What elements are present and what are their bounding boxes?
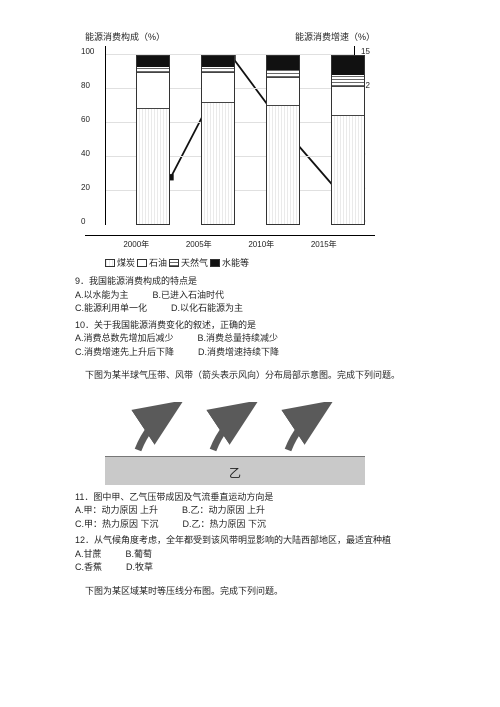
q9-opt-b: B.已进入石油时代 — [153, 289, 225, 303]
q10-opts-2: C.消费增速先上升后下降 D.消费增速持续下降 — [75, 346, 425, 360]
q11-opt-d: D.乙：热力原因 下沉 — [183, 518, 267, 532]
q9-stem: 9．我国能源消费构成的特点是 — [75, 275, 425, 289]
bar-outline — [266, 55, 300, 225]
q9-opts-2: C.能源利用单一化 D.以化石能源为主 — [75, 302, 425, 316]
q9-opt-c: C.能源利用单一化 — [75, 302, 147, 316]
q12-opt-a: A.甘蔗 — [75, 548, 102, 562]
x-axis-labels: 2000年 2005年 2010年 2015年 — [105, 239, 355, 250]
q10-opt-d: D.消费增速持续下降 — [198, 346, 279, 360]
q12-opts-2: C.香蕉 D.牧草 — [75, 561, 425, 575]
q11-opt-b: B.乙：动力原因 上升 — [182, 504, 265, 518]
bar-group — [266, 55, 300, 225]
q10-stem: 10．关于我国能源消费变化的叙述，正确的是 — [75, 319, 425, 333]
chart-title-right: 能源消费增速（%） — [295, 30, 375, 43]
chart-titles: 能源消费构成（%） 能源消费增速（%） — [85, 30, 375, 43]
q9-opt-d: D.以化石能源为主 — [171, 302, 243, 316]
q12-opt-d: D.牧草 — [126, 561, 153, 575]
q11-opts-1: A.甲：动力原因 上升 B.乙：动力原因 上升 — [75, 504, 425, 518]
q10-opt-a: A.消费总数先增加后减少 — [75, 332, 174, 346]
q9-opt-a: A.以水能为主 — [75, 289, 129, 303]
q11-opts-2: C.甲：热力原因 下沉 D.乙：热力原因 下沉 — [75, 518, 425, 532]
legend-coal: 煤炭 — [117, 256, 135, 269]
yleft-tick: 60 — [81, 115, 90, 124]
yleft-tick: 20 — [81, 183, 90, 192]
yleft-tick: 100 — [81, 47, 94, 56]
yleft-tick: 40 — [81, 149, 90, 158]
q11-opt-c: C.甲：热力原因 下沉 — [75, 518, 159, 532]
q10-opts-1: A.消费总数先增加后减少 B.消费总量持续减少 — [75, 332, 425, 346]
plot-region — [105, 46, 355, 225]
swatch-coal — [105, 259, 115, 267]
legend-gas: 天然气 — [181, 256, 208, 269]
x-label: 2005年 — [186, 239, 212, 250]
legend-hydro: 水能等 — [222, 256, 249, 269]
chart-legend: 煤炭 石油 天然气 水能等 — [105, 256, 425, 269]
q11-opt-a: A.甲：动力原因 上升 — [75, 504, 158, 518]
q9-opts-1: A.以水能为主 B.已进入石油时代 — [75, 289, 425, 303]
x-label: 2015年 — [311, 239, 337, 250]
q10-opt-b: B.消费总量持续减少 — [198, 332, 279, 346]
swatch-oil — [137, 259, 147, 267]
intro-2: 下图为某区域某时等压线分布图。完成下列问题。 — [85, 585, 425, 598]
bar-group — [201, 55, 235, 225]
x-label: 2000年 — [123, 239, 149, 250]
wind-arrow-1 — [130, 402, 185, 457]
chart-area: 020406080100 03691215 — [85, 46, 375, 236]
q12-opts-1: A.甘蔗 B.葡萄 — [75, 548, 425, 562]
zone-label: 乙 — [229, 464, 241, 481]
bar-outline — [136, 55, 170, 225]
q12-stem: 12．从气候角度考虑，全年都受到该风带明显影响的大陆西部地区，最适宜种植 — [75, 534, 425, 548]
chart-title-left: 能源消费构成（%） — [85, 30, 165, 43]
bar-group — [136, 55, 170, 225]
bar-outline — [201, 55, 235, 225]
swatch-gas — [169, 259, 179, 267]
q12-opt-b: B.葡萄 — [126, 548, 153, 562]
energy-chart: 能源消费构成（%） 能源消费增速（%） 020406080100 0369121… — [85, 30, 375, 250]
q12-opt-c: C.香蕉 — [75, 561, 102, 575]
yleft-tick: 80 — [81, 81, 90, 90]
intro-1: 下图为某半球气压带、风带（箭头表示风向）分布局部示意图。完成下列问题。 — [85, 369, 425, 382]
bar-outline — [331, 55, 365, 225]
x-label: 2010年 — [248, 239, 274, 250]
wind-belt-diagram: 乙 — [105, 390, 365, 485]
q10-opt-c: C.消费增速先上升后下降 — [75, 346, 174, 360]
wind-arrow-3 — [280, 402, 335, 457]
swatch-hydro — [210, 259, 220, 267]
legend-oil: 石油 — [149, 256, 167, 269]
yleft-tick: 0 — [81, 217, 85, 226]
y-axis-left: 0 20 40 60 80 100 — [81, 46, 99, 226]
bar-group — [331, 55, 365, 225]
q11-stem: 11．图中甲、乙气压带成因及气流垂直运动方向是 — [75, 491, 425, 505]
wind-arrow-2 — [205, 402, 260, 457]
